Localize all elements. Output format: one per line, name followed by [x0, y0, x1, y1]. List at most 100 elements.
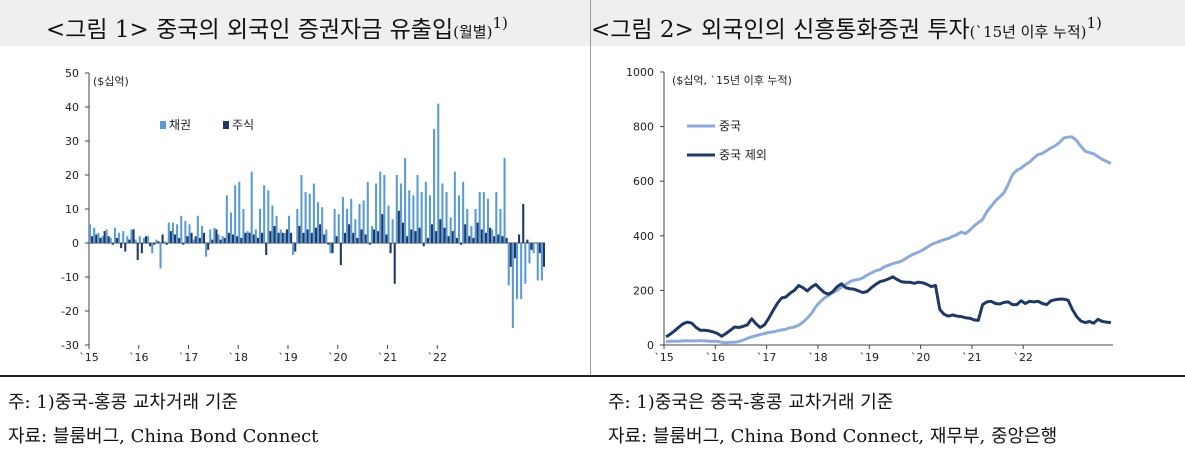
y-tick-label: 0: [647, 339, 654, 352]
equity-bar: [198, 237, 201, 243]
equity-bar: [401, 222, 405, 243]
china-series-line: [665, 135, 1112, 345]
bond-bar: [507, 243, 510, 286]
bond-bar: [254, 229, 257, 243]
x-tick-label: `22: [427, 351, 447, 364]
bond-bar: [486, 198, 490, 243]
equity-bar: [136, 243, 139, 260]
bond-bar: [433, 129, 436, 243]
bond-bar: [441, 183, 444, 243]
equity-bar: [431, 224, 434, 243]
bond-bar: [495, 192, 498, 243]
y-tick-label: 400: [633, 230, 654, 243]
bond-bar: [229, 212, 233, 243]
bond-bar: [308, 193, 311, 243]
bond-bar: [478, 192, 481, 243]
equity-bar: [397, 210, 400, 243]
equity-bar: [302, 232, 305, 243]
bond-bar: [130, 229, 133, 243]
equity-bar: [451, 231, 454, 243]
equity-bar: [426, 237, 429, 243]
ex-china-series-line: [665, 275, 1112, 339]
equity-bar: [406, 236, 409, 243]
x-tick-label: `17: [757, 351, 777, 364]
equity-bar: [190, 232, 193, 243]
bond-bar: [457, 195, 461, 243]
equity-bar: [203, 232, 206, 243]
equity-bar: [352, 232, 355, 243]
legend-label-bond: 채권: [169, 118, 191, 132]
y-tick-label: -10: [61, 271, 79, 284]
bond-bar: [138, 236, 141, 243]
x-tick-label: `15: [654, 351, 674, 364]
bond-bar: [329, 243, 332, 254]
equity-bar: [319, 224, 322, 243]
bond-bar: [445, 192, 448, 243]
bond-bar: [321, 207, 324, 243]
equity-bar: [522, 203, 525, 243]
equity-bar: [348, 224, 351, 243]
equity-bar: [364, 234, 367, 243]
legend-label-equity: 주식: [232, 118, 254, 132]
x-tick-label: `21: [962, 351, 982, 364]
x-tick-label: `19: [278, 351, 298, 364]
bond-bar: [271, 205, 274, 243]
bond-bar: [225, 195, 228, 243]
figure-1-source: 자료: 블룸버그, China Bond Connect: [8, 426, 319, 447]
equity-bar: [460, 243, 463, 245]
equity-bar: [277, 232, 280, 243]
y-tick-label: 40: [65, 101, 79, 114]
equity-bar: [455, 237, 458, 243]
equity-bar: [464, 224, 467, 243]
equity-bar: [261, 232, 264, 243]
bond-bar: [312, 183, 315, 243]
equity-bar: [468, 236, 471, 243]
equity-bar: [323, 234, 326, 243]
bond-bar: [238, 181, 241, 243]
bond-bar: [366, 181, 369, 243]
bond-bar: [213, 227, 216, 243]
equity-bar: [128, 239, 131, 243]
y-tick-label: 30: [65, 135, 79, 148]
equity-bar: [265, 243, 268, 255]
bond-bar: [491, 229, 494, 243]
panel-divider: [590, 0, 591, 375]
equity-bar: [281, 232, 284, 243]
unit-label: ($십억, `15년 이후 누적): [672, 74, 792, 87]
equity-bar: [439, 219, 442, 243]
bond-bar: [180, 215, 183, 243]
bond-bar: [205, 243, 208, 257]
equity-bar: [211, 239, 214, 243]
bond-bar: [424, 181, 427, 243]
bond-bar: [358, 203, 361, 243]
bond-bar: [383, 175, 386, 243]
bond-bar: [540, 243, 543, 281]
equity-bar: [414, 231, 417, 243]
equity-bar: [335, 236, 338, 243]
equity-bar: [306, 229, 309, 243]
bond-bar: [101, 236, 104, 243]
bond-bar: [482, 192, 485, 243]
unit-label: ($십억): [93, 75, 129, 88]
bond-bar: [196, 215, 199, 243]
equity-bar: [144, 236, 148, 243]
equity-bar: [103, 231, 106, 243]
x-tick-label: `16: [129, 351, 149, 364]
equity-bar: [244, 232, 247, 243]
bond-bar: [511, 243, 514, 328]
legend-swatch-equity: [223, 121, 229, 129]
equity-bar: [194, 236, 197, 243]
equity-bar: [327, 243, 330, 245]
bond-bar: [118, 232, 121, 243]
equity-bar: [173, 234, 177, 243]
bond-bar: [209, 229, 212, 243]
equity-bar: [410, 229, 413, 243]
figure-2-title: <그림 2> 외국인의 신흥통화증권 투자: [591, 16, 970, 43]
y-tick-label: -20: [61, 305, 79, 318]
equity-bar: [165, 243, 168, 245]
bond-bar: [142, 237, 145, 243]
figure-2-source: 자료: 블룸버그, China Bond Connect, 재무부, 중앙은행: [608, 426, 1058, 447]
equity-bar: [223, 237, 226, 243]
equity-bar: [372, 229, 376, 243]
equity-bar: [484, 232, 487, 243]
